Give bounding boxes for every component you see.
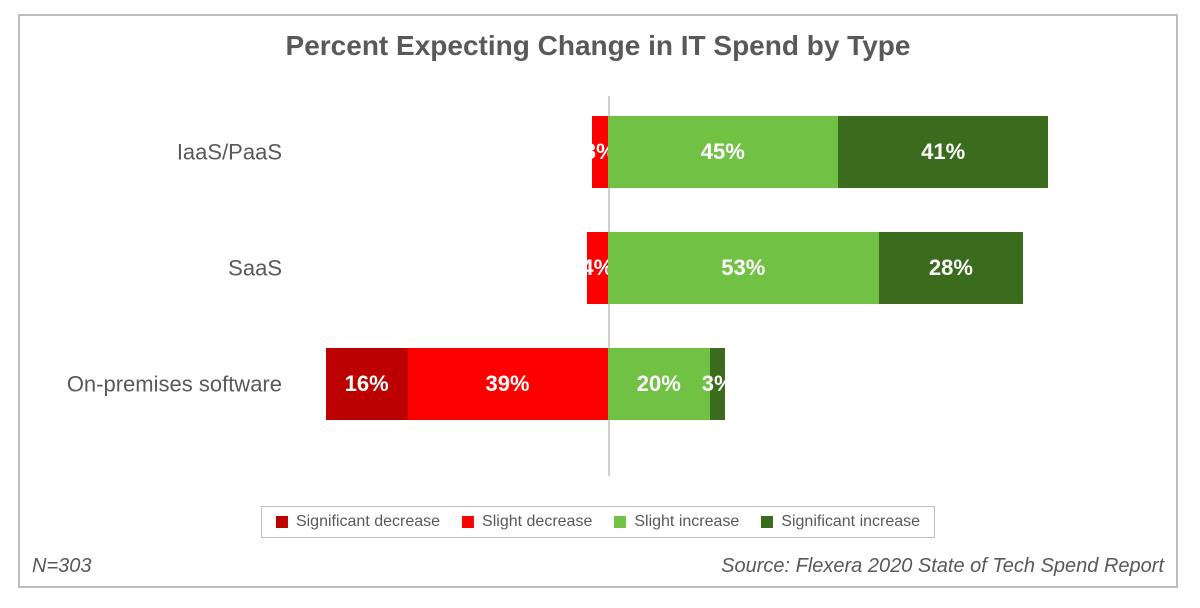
bar-segment: 28%: [879, 232, 1023, 304]
category-label: On-premises software: [32, 371, 282, 396]
legend-swatch: [462, 516, 474, 528]
footnote-n: N=303: [32, 555, 92, 578]
legend-swatch: [761, 516, 773, 528]
legend-label: Significant increase: [781, 513, 920, 531]
bar-segment: 3%: [710, 348, 725, 420]
bar-segment: 3%: [592, 116, 607, 188]
legend-swatch: [614, 516, 626, 528]
bar-segment: 53%: [608, 232, 880, 304]
chart-frame: Percent Expecting Change in IT Spend by …: [18, 14, 1178, 588]
bar-row: IaaS/PaaS3%45%41%: [300, 116, 1120, 188]
category-label: IaaS/PaaS: [32, 139, 282, 164]
bar-segment: 4%: [587, 232, 608, 304]
category-label: SaaS: [32, 255, 282, 280]
legend-item: Slight decrease: [462, 513, 592, 531]
plot-area: IaaS/PaaS3%45%41%SaaS4%53%28%On-premises…: [300, 96, 1120, 476]
legend-item: Significant increase: [761, 513, 920, 531]
bar-segment: 20%: [608, 348, 711, 420]
legend-label: Slight decrease: [482, 513, 592, 531]
bar-segment: 16%: [326, 348, 408, 420]
legend-item: Slight increase: [614, 513, 739, 531]
legend-swatch: [276, 516, 288, 528]
chart-title: Percent Expecting Change in IT Spend by …: [20, 30, 1176, 62]
bar-segment: 45%: [608, 116, 839, 188]
footnote-source: Source: Flexera 2020 State of Tech Spend…: [721, 555, 1164, 578]
legend-label: Significant decrease: [296, 513, 440, 531]
bar-row: SaaS4%53%28%: [300, 232, 1120, 304]
bar-segment: 41%: [838, 116, 1048, 188]
legend-label: Slight increase: [634, 513, 739, 531]
legend-item: Significant decrease: [276, 513, 440, 531]
bar-segment: 39%: [408, 348, 608, 420]
legend: Significant decrease Slight decrease Sligh…: [261, 506, 935, 538]
bar-row: On-premises software39%16%20%3%: [300, 348, 1120, 420]
